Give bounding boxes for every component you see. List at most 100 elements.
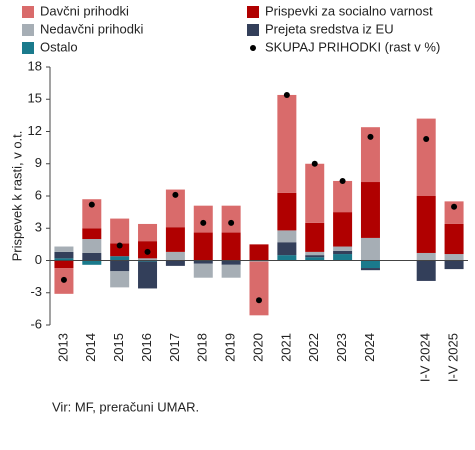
bar-segment xyxy=(221,264,241,278)
bar-segment xyxy=(82,252,102,261)
bar-segment xyxy=(110,243,130,257)
total-dot xyxy=(339,177,346,184)
bar-segment xyxy=(416,252,436,261)
bar-segment xyxy=(305,255,325,258)
bar-segment xyxy=(165,227,185,252)
bar-segment xyxy=(54,258,74,261)
bar-segment xyxy=(110,260,130,272)
legend-label: Davčni prihodki xyxy=(40,3,129,18)
bar-segment xyxy=(305,257,325,261)
bar-segment xyxy=(193,205,213,233)
bar-segment xyxy=(138,261,158,289)
legend-label: Ostalo xyxy=(40,39,78,54)
x-tick-label: 2017 xyxy=(167,333,182,362)
bar-segment xyxy=(360,182,380,238)
x-tick-label: 2023 xyxy=(334,333,349,362)
bar-segment xyxy=(221,260,241,265)
x-tick-label: 2018 xyxy=(195,333,210,362)
y-tick-label: 15 xyxy=(28,91,42,106)
source: Vir: MF, preračuni UMAR. xyxy=(52,399,199,414)
bar-segment xyxy=(444,260,464,270)
x-tick-label: I-V 2024 xyxy=(418,333,433,382)
y-tick-label: 0 xyxy=(35,252,42,267)
legend-swatch xyxy=(22,24,34,36)
bar-segment xyxy=(416,118,436,196)
total-dot xyxy=(116,242,123,249)
total-dot xyxy=(367,133,374,140)
bar-segment xyxy=(193,260,213,264)
bar-segment xyxy=(277,230,297,243)
bar-segment xyxy=(333,254,353,261)
x-tick-label: 2022 xyxy=(306,333,321,362)
total-dot xyxy=(60,276,67,283)
legend-swatch xyxy=(22,42,34,54)
bar-segment xyxy=(416,196,436,253)
bar-segment xyxy=(82,199,102,229)
legend-marker xyxy=(250,45,256,51)
total-dot xyxy=(451,203,458,210)
y-tick-label: 12 xyxy=(28,123,42,138)
bar-segment xyxy=(138,258,158,261)
total-dot xyxy=(200,219,207,226)
bar-segment xyxy=(305,222,325,252)
bar-segment xyxy=(277,192,297,231)
bar-segment xyxy=(54,260,74,269)
bar-segment xyxy=(249,244,269,261)
total-dot xyxy=(283,91,290,98)
bar-segment xyxy=(221,232,241,261)
bar-segment xyxy=(333,246,353,251)
bar-segment xyxy=(165,251,185,261)
bar-segment xyxy=(138,260,158,262)
legend-label: Prejeta sredstva iz EU xyxy=(265,21,394,36)
total-dot xyxy=(423,136,430,143)
bar-segment xyxy=(82,228,102,239)
total-dot xyxy=(172,191,179,198)
bar-segment xyxy=(249,260,269,262)
bar-segment xyxy=(360,127,380,183)
total-dot xyxy=(88,201,95,208)
legend-label: SKUPAJ PRIHODKI (rast v %) xyxy=(265,39,440,54)
bar-segment xyxy=(277,94,297,193)
legend-swatch xyxy=(22,6,34,18)
x-tick-label: 2013 xyxy=(55,333,70,362)
x-tick-label: 2016 xyxy=(139,333,154,362)
y-axis-label: Prispevek k rasti, v o.t. xyxy=(9,131,24,262)
legend-label: Prispevki za socialno varnost xyxy=(265,3,433,18)
bar-segment xyxy=(249,261,269,316)
x-tick-label: 2020 xyxy=(250,333,265,362)
bar-segment xyxy=(416,260,436,281)
bar-segment xyxy=(138,223,158,242)
legend-swatch xyxy=(247,6,259,18)
y-tick-label: 3 xyxy=(35,220,42,235)
bar-segment xyxy=(54,246,74,252)
bar-segment xyxy=(193,263,213,278)
bar-segment xyxy=(165,260,185,266)
bar-segment xyxy=(444,254,464,261)
total-dot xyxy=(311,160,318,167)
bar-segment xyxy=(54,251,74,259)
bar-segment xyxy=(165,189,185,228)
x-tick-label: 2021 xyxy=(278,333,293,362)
bar-segment xyxy=(444,223,464,255)
bar-segment xyxy=(221,205,241,233)
x-tick-label: I-V 2025 xyxy=(446,333,461,382)
bar-segment xyxy=(444,201,464,224)
y-tick-label: 9 xyxy=(35,155,42,170)
bar-segment xyxy=(360,237,380,261)
total-dot xyxy=(256,297,262,304)
bar-segment xyxy=(110,256,130,261)
bar-segment xyxy=(277,255,297,261)
x-tick-label: 2014 xyxy=(83,333,98,362)
bar-segment xyxy=(305,163,325,223)
bar-segment xyxy=(333,212,353,247)
bar-segment xyxy=(360,260,380,269)
x-tick-label: 2015 xyxy=(111,333,126,362)
bar-segment xyxy=(110,271,130,288)
y-tick-label: -6 xyxy=(30,316,42,331)
x-tick-label: 2024 xyxy=(362,333,377,362)
total-dot xyxy=(144,248,151,255)
y-tick-label: 18 xyxy=(28,58,42,73)
bar-segment xyxy=(333,180,353,213)
bar-segment xyxy=(305,251,325,256)
bar-segment xyxy=(82,239,102,253)
